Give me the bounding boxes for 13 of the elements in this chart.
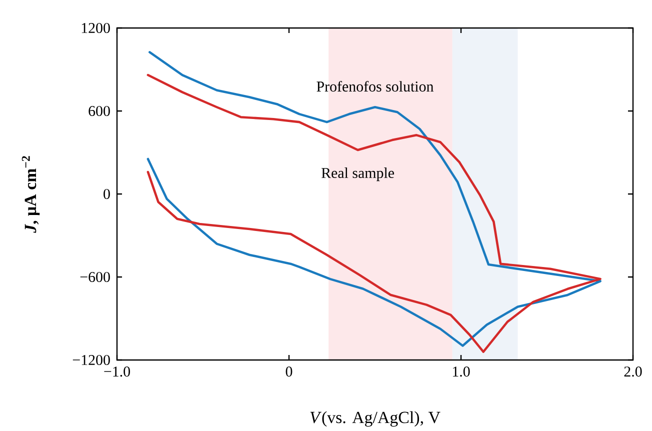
y-tick-label: −600 bbox=[80, 272, 110, 282]
series-label: Real sample bbox=[322, 168, 394, 182]
x-tick-label: 1.0 bbox=[452, 366, 470, 377]
y-tick-label: −1200 bbox=[72, 354, 110, 366]
y-axis-title: J, μA cm$^{−2}$ bbox=[22, 156, 40, 233]
x-tick-label: 2.0 bbox=[624, 366, 642, 377]
y-tick-label: 0 bbox=[104, 188, 110, 200]
y-tick-label: 600 bbox=[88, 106, 110, 116]
x-tick-label: 0 bbox=[286, 366, 292, 377]
series-label: Profenofos solution bbox=[316, 80, 434, 92]
x-tick-label: −1.0 bbox=[104, 366, 130, 377]
y-tick-label: 1200 bbox=[82, 22, 110, 34]
x-axis-title: V(vs. Ag/AgCl), V bbox=[310, 411, 440, 427]
